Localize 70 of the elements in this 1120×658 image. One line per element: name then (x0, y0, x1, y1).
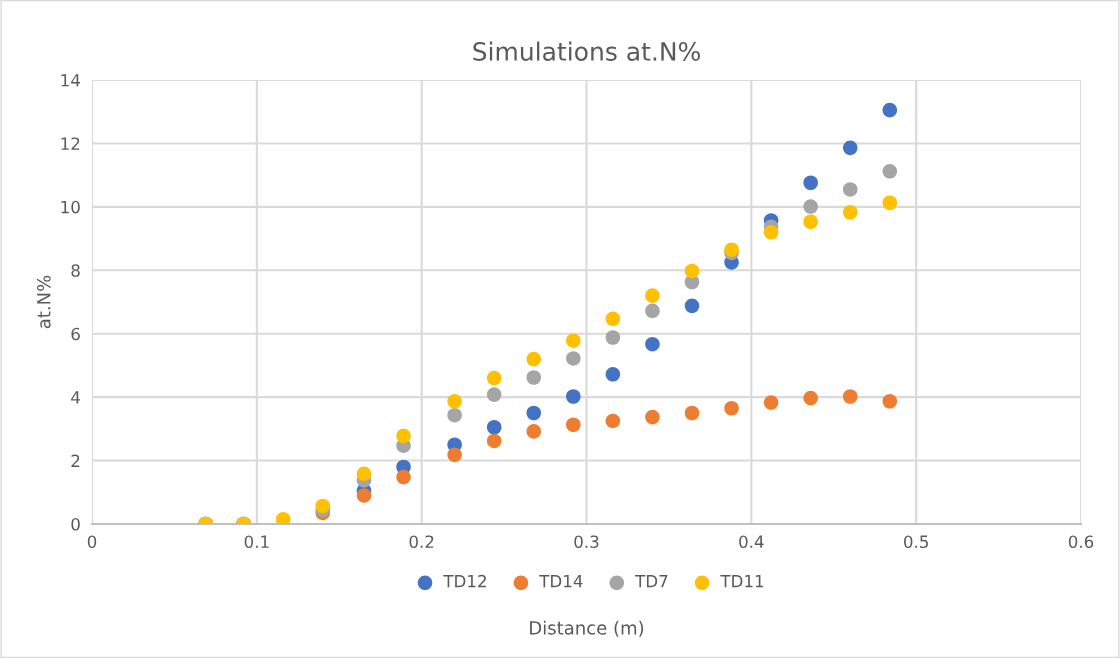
point (526, 370, 542, 385)
point (526, 424, 542, 439)
point (803, 214, 818, 230)
point (566, 389, 581, 404)
point (882, 195, 898, 211)
x-tick-label: 0.4 (739, 535, 764, 549)
y-axis-title: at.N% (36, 275, 51, 329)
point (684, 405, 700, 421)
point (763, 395, 779, 410)
point (566, 351, 581, 366)
point (396, 428, 411, 444)
point (842, 204, 858, 220)
chart-title: Simulations at.N% (473, 41, 700, 61)
point (882, 102, 898, 118)
x-tick-label: 0 (87, 535, 97, 549)
point (803, 199, 818, 214)
point (486, 419, 502, 435)
point (645, 336, 660, 352)
point (566, 417, 581, 433)
legend-label: TD14 (539, 575, 583, 588)
point (842, 140, 858, 156)
point (566, 333, 581, 348)
x-tick-label: 0.6 (1068, 535, 1094, 549)
point (486, 387, 502, 402)
point (447, 407, 462, 423)
point (645, 409, 660, 425)
point (724, 242, 739, 257)
point (763, 224, 779, 240)
legend-label: TD11 (720, 575, 764, 588)
x-tick-label: 0.1 (244, 535, 269, 549)
point (684, 298, 700, 314)
point (356, 466, 372, 482)
point (803, 390, 818, 406)
y-tick-label: 8 (71, 264, 80, 277)
y-tick-label: 12 (61, 137, 80, 150)
point (447, 393, 462, 409)
point (526, 405, 542, 421)
legend-label: TD12 (443, 574, 486, 588)
point (724, 400, 739, 416)
point (882, 393, 898, 409)
point (803, 175, 818, 191)
point (684, 263, 700, 279)
point (486, 370, 502, 386)
point (842, 389, 858, 404)
point (486, 433, 502, 449)
point (396, 469, 411, 485)
y-tick-label: 6 (71, 327, 80, 341)
point (605, 413, 621, 429)
y-tick-label: 0 (71, 517, 80, 531)
x-axis-title: Distance (m) (530, 620, 644, 637)
point (882, 164, 898, 179)
x-tick-label: 0.3 (574, 535, 599, 549)
y-tick-label: 2 (71, 454, 80, 467)
point (605, 311, 621, 327)
y-tick-label: 4 (71, 391, 80, 404)
x-tick-label: 0.2 (409, 535, 434, 549)
point (356, 488, 372, 503)
legend-label: TD7 (635, 575, 668, 588)
point (605, 330, 621, 345)
point (275, 511, 291, 524)
point (315, 498, 331, 514)
point (526, 351, 542, 367)
point (605, 367, 621, 382)
y-tick-label: 14 (61, 74, 80, 87)
point (842, 182, 858, 197)
point (645, 303, 660, 319)
x-tick-label: 0.5 (904, 535, 928, 549)
point (447, 447, 462, 463)
y-tick-label: 10 (61, 200, 80, 214)
point (645, 288, 660, 303)
